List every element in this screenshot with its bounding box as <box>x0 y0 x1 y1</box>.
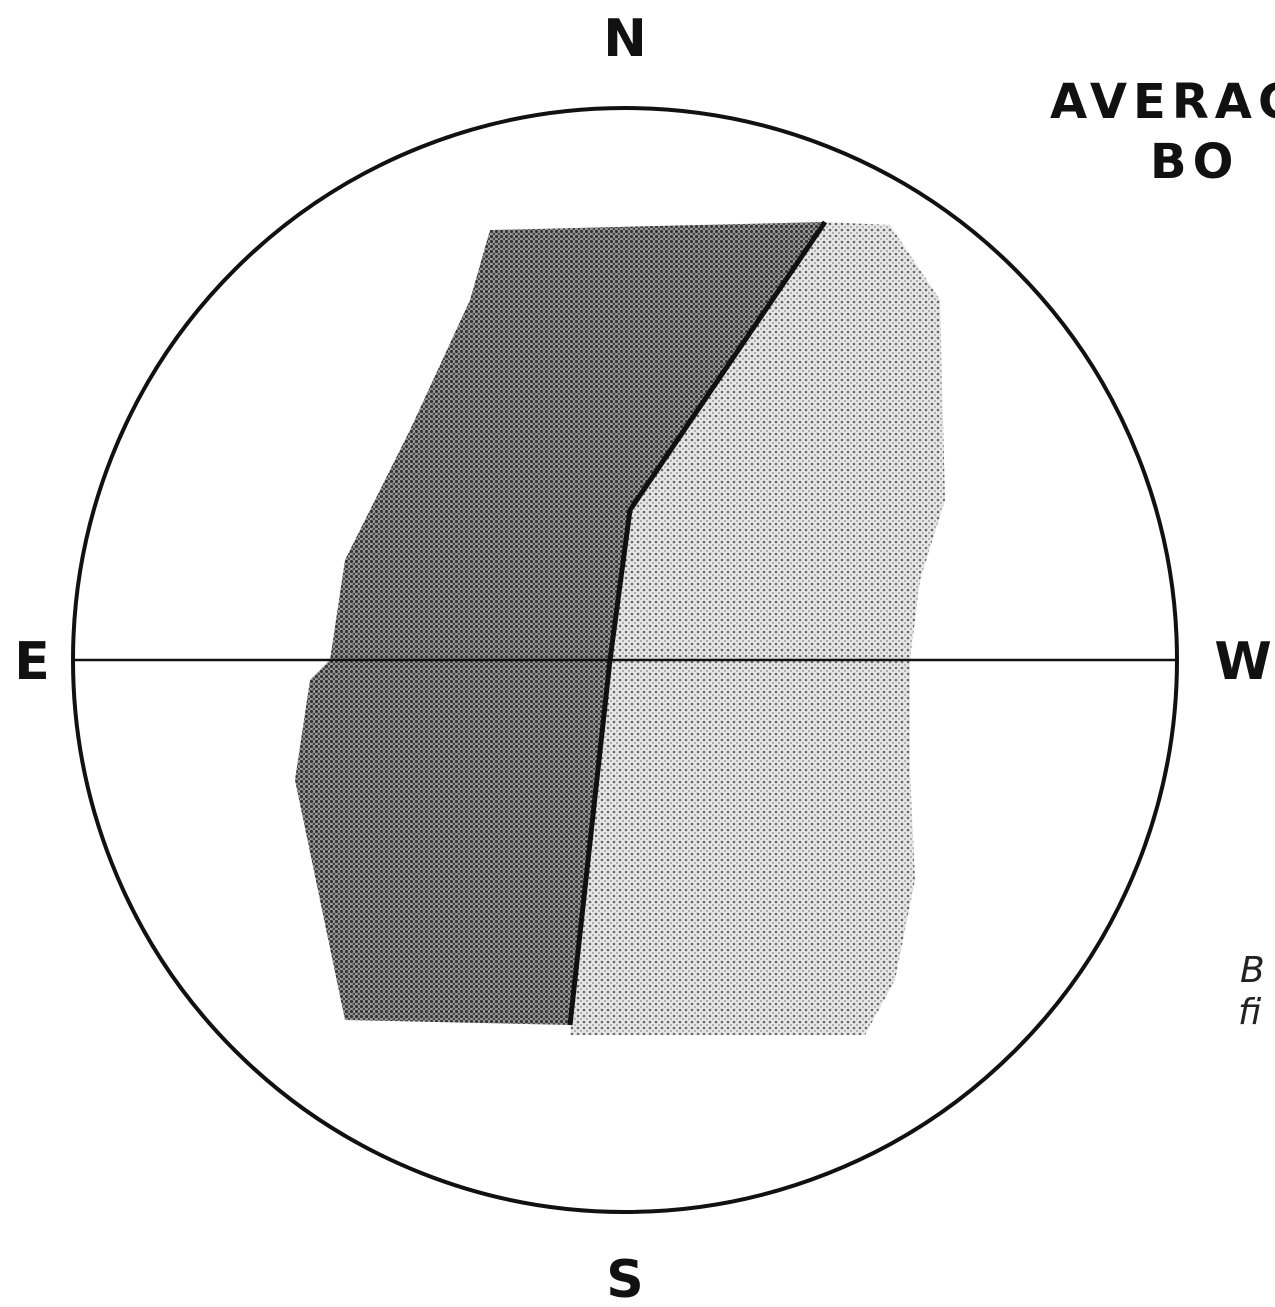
title-line: AVERAG <box>1050 74 1275 130</box>
caption-line: fi <box>1238 992 1262 1033</box>
light-region <box>570 222 945 1035</box>
south-label: S <box>606 1250 643 1307</box>
west-label: W <box>1214 632 1271 692</box>
boundary-line <box>567 220 828 1026</box>
caption-line: B <box>1240 950 1265 991</box>
east-label: E <box>14 632 50 692</box>
north-label: N <box>603 9 647 69</box>
dark-region <box>295 222 825 1025</box>
title-line: BO <box>1150 134 1239 190</box>
